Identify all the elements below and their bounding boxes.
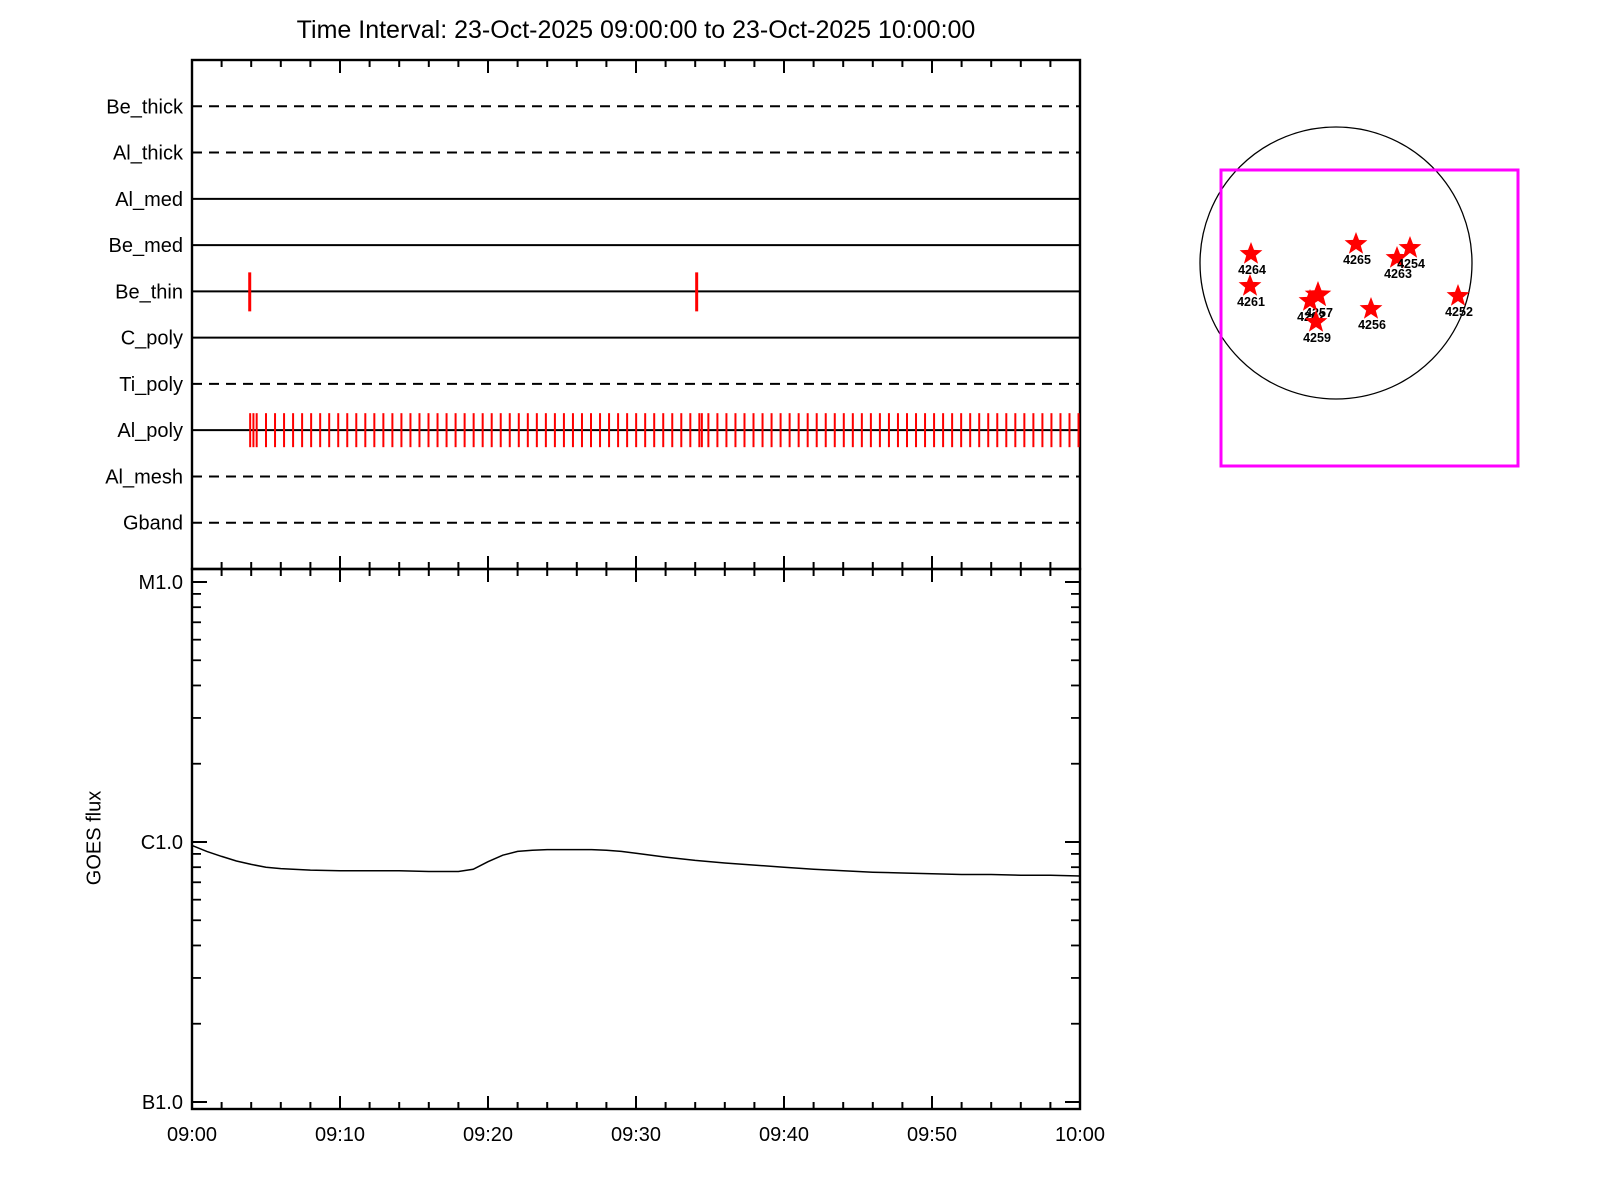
channel-label-Al_mesh: Al_mesh [105,466,183,488]
active-region-star [1298,289,1322,311]
time-tick-label: 09:50 [907,1124,957,1146]
active-region-star [1238,274,1262,296]
active-region-label: 4257 [1305,306,1333,320]
flux-tick-label: B1.0 [142,1092,183,1114]
flux-tick-label: M1.0 [139,572,183,594]
active-region-label: 4264 [1238,263,1266,277]
active-region-label: 4265 [1343,253,1371,267]
channel-label-Gband: Gband [123,513,183,535]
goes-panel-frame [190,567,1082,1111]
active-region-star [1304,281,1332,307]
channel-label-Al_med: Al_med [115,189,183,211]
time-tick-label: 09:00 [167,1124,217,1146]
active-region-label: 4252 [1445,305,1473,319]
active-region-star [1446,284,1470,306]
time-tick-label: 09:40 [759,1124,809,1146]
channel-label-Ti_poly: Ti_poly [119,374,183,396]
active-region-star [1398,236,1422,258]
active-region-star [1359,297,1383,319]
time-tick-label: 09:10 [315,1124,365,1146]
flux-tick-label: C1.0 [141,832,183,854]
active-region-label: 4256 [1358,318,1386,332]
timeline-panel-frame [190,58,1082,571]
time-tick-label: 09:30 [611,1124,661,1146]
active-region-star [1239,242,1263,264]
channel-label-Al_thick: Al_thick [113,143,184,165]
time-tick-label: 10:00 [1055,1124,1105,1146]
channel-label-C_poly: C_poly [121,328,183,350]
channel-label-Be_thin: Be_thin [115,281,183,303]
goes-flux-curve [191,844,1081,877]
time-tick-label: 09:20 [463,1124,513,1146]
active-region-label: 4263 [1384,267,1412,281]
channel-label-Be_thick: Be_thick [106,96,184,118]
active-region-star [1385,246,1409,268]
active-region-label: 4259 [1303,331,1331,345]
figure-title: Time Interval: 23-Oct-2025 09:00:00 to 2… [296,16,976,44]
active-region-label: 4254 [1397,257,1425,271]
active-region-label: 4261 [1237,295,1265,309]
channel-label-Al_poly: Al_poly [117,420,183,442]
channel-label-Be_med: Be_med [109,235,184,257]
solar-disk-limb [1199,126,1473,400]
active-region-star [1304,310,1328,332]
field-of-view-box [1219,168,1520,468]
active-region-star [1344,232,1368,254]
